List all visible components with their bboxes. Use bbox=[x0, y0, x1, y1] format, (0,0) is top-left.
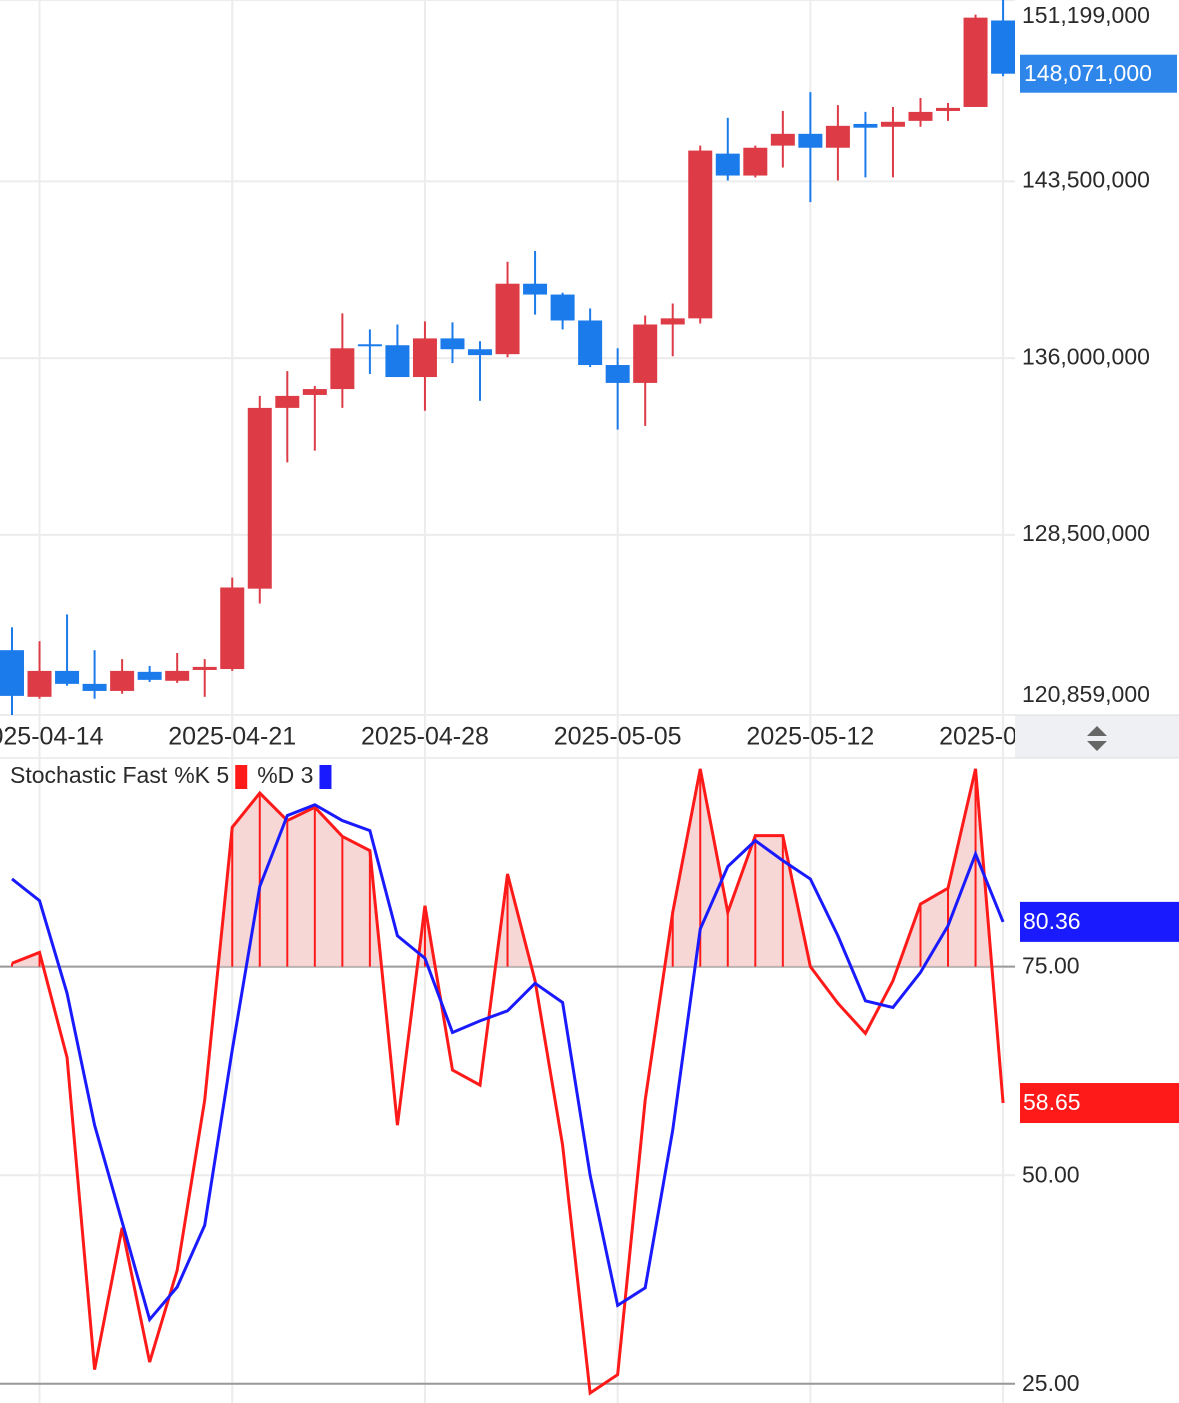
candle-body bbox=[27, 670, 52, 697]
series-line bbox=[11, 803, 1005, 1323]
candle-body bbox=[275, 395, 300, 408]
last-value-label: 80.36 bbox=[1023, 908, 1081, 934]
candle-body bbox=[963, 17, 988, 107]
last-price-label: 148,071,000 bbox=[1024, 60, 1152, 86]
candle-body bbox=[302, 389, 327, 395]
legend-label: %D 3 bbox=[257, 762, 313, 788]
candle-body bbox=[137, 671, 162, 680]
candle-body bbox=[82, 683, 107, 691]
x-tick-label: 2025-04-28 bbox=[361, 723, 489, 751]
candle-body bbox=[578, 320, 603, 366]
candle-body bbox=[798, 133, 823, 148]
candle-body bbox=[330, 348, 355, 390]
overbought-fill bbox=[12, 768, 1004, 967]
candle-body bbox=[357, 344, 382, 347]
date-axis-band bbox=[0, 715, 1179, 758]
candle-body bbox=[660, 318, 685, 325]
candle-body bbox=[468, 349, 493, 356]
candle-body bbox=[991, 20, 1015, 74]
candle-body bbox=[743, 147, 768, 176]
candle-body bbox=[853, 123, 878, 128]
scale-toggle-icon[interactable] bbox=[1087, 726, 1107, 751]
legend-swatch bbox=[235, 765, 248, 789]
candle-body bbox=[880, 121, 905, 127]
candle-body bbox=[688, 150, 713, 319]
x-tick-label: 2025-04-14 bbox=[0, 723, 104, 751]
candle-body bbox=[192, 666, 217, 670]
candle-body bbox=[770, 133, 795, 146]
series-line bbox=[11, 768, 1005, 1396]
y-tick-label: 151,199,000 bbox=[1022, 2, 1150, 28]
x-tick-label: 2025-05-05 bbox=[554, 723, 682, 751]
y-tick-label: 25.00 bbox=[1022, 1370, 1080, 1396]
y-tick-label: 50.00 bbox=[1022, 1161, 1080, 1187]
candle-body bbox=[908, 111, 933, 121]
candle-body bbox=[715, 153, 740, 176]
candle-body bbox=[247, 407, 272, 589]
y-tick-label: 120,859,000 bbox=[1022, 681, 1150, 707]
candle-body bbox=[633, 324, 658, 383]
last-value-box bbox=[1020, 901, 1179, 942]
candle-body bbox=[110, 670, 135, 691]
last-price-box bbox=[1020, 54, 1177, 93]
legend-swatch bbox=[319, 765, 332, 789]
indicator-title: Stochastic Fast bbox=[10, 762, 168, 788]
candle-body bbox=[220, 587, 245, 670]
candle-body bbox=[523, 283, 548, 295]
last-value-box bbox=[1020, 1083, 1179, 1124]
candle-body bbox=[440, 338, 465, 350]
y-tick-label: 143,500,000 bbox=[1022, 167, 1150, 193]
candle-body bbox=[165, 670, 190, 681]
y-tick-label: 128,500,000 bbox=[1022, 520, 1150, 546]
candle-body bbox=[605, 365, 630, 383]
candle-body bbox=[936, 107, 961, 111]
y-tick-label: 75.00 bbox=[1022, 953, 1080, 979]
candle-body bbox=[825, 125, 850, 148]
candle-body bbox=[0, 650, 24, 696]
legend-label: %K 5 bbox=[174, 762, 229, 788]
candle-body bbox=[55, 670, 80, 684]
x-tick-label: 2025-05-19 bbox=[939, 723, 1067, 751]
x-tick-label: 2025-04-21 bbox=[168, 723, 296, 751]
candle-body bbox=[412, 338, 437, 378]
candle-body bbox=[550, 294, 575, 321]
y-tick-label: 136,000,000 bbox=[1022, 343, 1150, 369]
axis-corner bbox=[1015, 715, 1179, 758]
x-tick-label: 2025-05-12 bbox=[746, 723, 874, 751]
candle-body bbox=[495, 283, 520, 355]
last-value-label: 58.65 bbox=[1023, 1089, 1081, 1115]
candle-body bbox=[385, 345, 410, 378]
